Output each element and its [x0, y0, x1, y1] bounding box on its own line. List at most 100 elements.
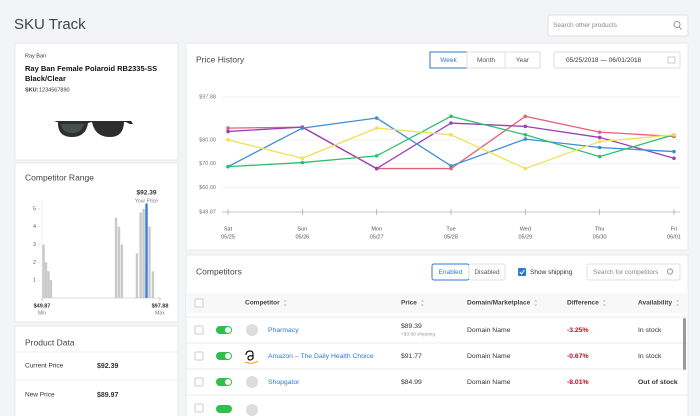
x-tick-label: Sat — [224, 226, 233, 232]
x-tick-label: Mon — [371, 226, 382, 232]
domain: Domain Name — [467, 379, 511, 386]
price-point — [226, 164, 230, 169]
check-mark — [519, 269, 525, 275]
price-point — [672, 156, 676, 161]
price: $84.99 — [401, 379, 422, 386]
competitor-name[interactable]: Shopgator — [268, 379, 300, 386]
range-bar — [44, 262, 48, 298]
search-box[interactable] — [547, 14, 689, 37]
date-range-picker[interactable] — [553, 51, 681, 69]
checkbox[interactable] — [194, 298, 204, 308]
price-point — [374, 166, 379, 171]
search-icon — [673, 21, 681, 28]
x-tick-label: $97.88 — [152, 303, 169, 309]
toggle-knob — [225, 327, 231, 333]
price-point — [523, 114, 528, 119]
period-label: Year — [516, 57, 530, 64]
x-tick-caption: Max — [155, 310, 165, 316]
product-image — [54, 121, 133, 137]
sort-icon — [602, 299, 606, 307]
range-bar — [148, 226, 151, 298]
competitor-logo — [246, 404, 258, 416]
range-bar — [117, 226, 121, 298]
range-bar — [114, 217, 118, 298]
y-tick-label: 2 — [33, 260, 36, 266]
price-point — [672, 132, 676, 137]
card-title: Competitor Range — [25, 172, 94, 182]
price-history-card — [185, 42, 689, 251]
competitor-logo — [246, 324, 258, 336]
period-label: Month — [477, 57, 495, 64]
price-point — [374, 126, 379, 130]
x-tick-date: 06/01 — [667, 234, 681, 240]
competitor-logo — [246, 376, 258, 388]
price-point — [597, 145, 602, 150]
price-point — [300, 156, 305, 161]
y-tick-label: 4 — [33, 224, 36, 230]
column-header: Availability — [638, 300, 672, 307]
competitor-name[interactable]: Pharmacy — [268, 327, 299, 334]
range-bar — [145, 203, 148, 298]
price-point — [226, 129, 230, 134]
domain: Domain Name — [467, 353, 511, 360]
x-tick-label: Wed — [520, 226, 531, 232]
price-point — [449, 121, 453, 125]
field-label: New Price — [25, 392, 55, 399]
price-point — [226, 138, 230, 142]
shipping: +$3.99 shipping — [401, 331, 435, 337]
field-value: $89.97 — [97, 392, 119, 399]
price-point — [374, 154, 379, 158]
y-tick-label: $49.87 — [199, 209, 216, 215]
column-header: Price — [401, 300, 417, 307]
price-point — [523, 132, 528, 137]
price-point — [300, 160, 305, 165]
competitor-name[interactable]: Amazon – The Daily Health Choice — [268, 353, 374, 360]
toggle[interactable] — [216, 405, 232, 413]
x-tick-date: 05/29 — [518, 234, 532, 240]
sort-icon — [676, 299, 680, 307]
x-tick-label: $49.87 — [34, 303, 51, 309]
checkbox[interactable] — [194, 325, 204, 335]
search-icon — [678, 26, 682, 30]
sort-icon — [534, 299, 538, 307]
checkbox[interactable] — [194, 351, 204, 361]
x-tick-date: 05/28 — [444, 234, 458, 240]
x-tick-label: Sun — [297, 226, 307, 232]
price-point — [597, 135, 602, 140]
column-header: Difference — [567, 300, 599, 307]
calendar-icon — [667, 56, 676, 64]
price-point — [374, 116, 379, 120]
sku: 1234567890 — [39, 87, 70, 93]
price-point — [523, 166, 528, 171]
y-tick-label: $70.00 — [199, 161, 216, 167]
price-point — [226, 126, 230, 130]
period-tab[interactable] — [504, 51, 541, 69]
price: $91.77 — [401, 353, 422, 360]
x-tick-date: 05/30 — [593, 234, 607, 240]
y-tick-label: $80.00 — [199, 137, 216, 143]
filter-label: Enabled — [439, 269, 463, 276]
price-point — [597, 130, 602, 134]
price-point — [449, 164, 453, 168]
search-placeholder: Search other products — [553, 22, 618, 29]
column-header: Domain/Marketplace — [467, 300, 531, 307]
filter-button[interactable] — [468, 263, 506, 281]
column-header: Competitor — [245, 300, 280, 307]
x-tick-label: Thu — [595, 226, 604, 232]
checkbox[interactable] — [194, 403, 204, 413]
range-bar — [120, 244, 124, 298]
your-price-caption: Your Price — [135, 198, 158, 204]
scrollbar[interactable] — [683, 318, 686, 370]
your-price-label: $92.39 — [137, 190, 157, 197]
checkbox[interactable] — [518, 268, 526, 276]
app-title: SKU Track — [14, 16, 86, 33]
difference: -0.67% — [567, 353, 589, 360]
price: $89.39 — [401, 323, 422, 330]
period-label: Week — [440, 57, 457, 64]
field-value: $92.39 — [97, 363, 119, 370]
price-point — [597, 154, 602, 159]
y-tick-label: 1 — [33, 278, 36, 284]
search-box[interactable] — [586, 263, 681, 281]
checkbox[interactable] — [194, 377, 204, 387]
